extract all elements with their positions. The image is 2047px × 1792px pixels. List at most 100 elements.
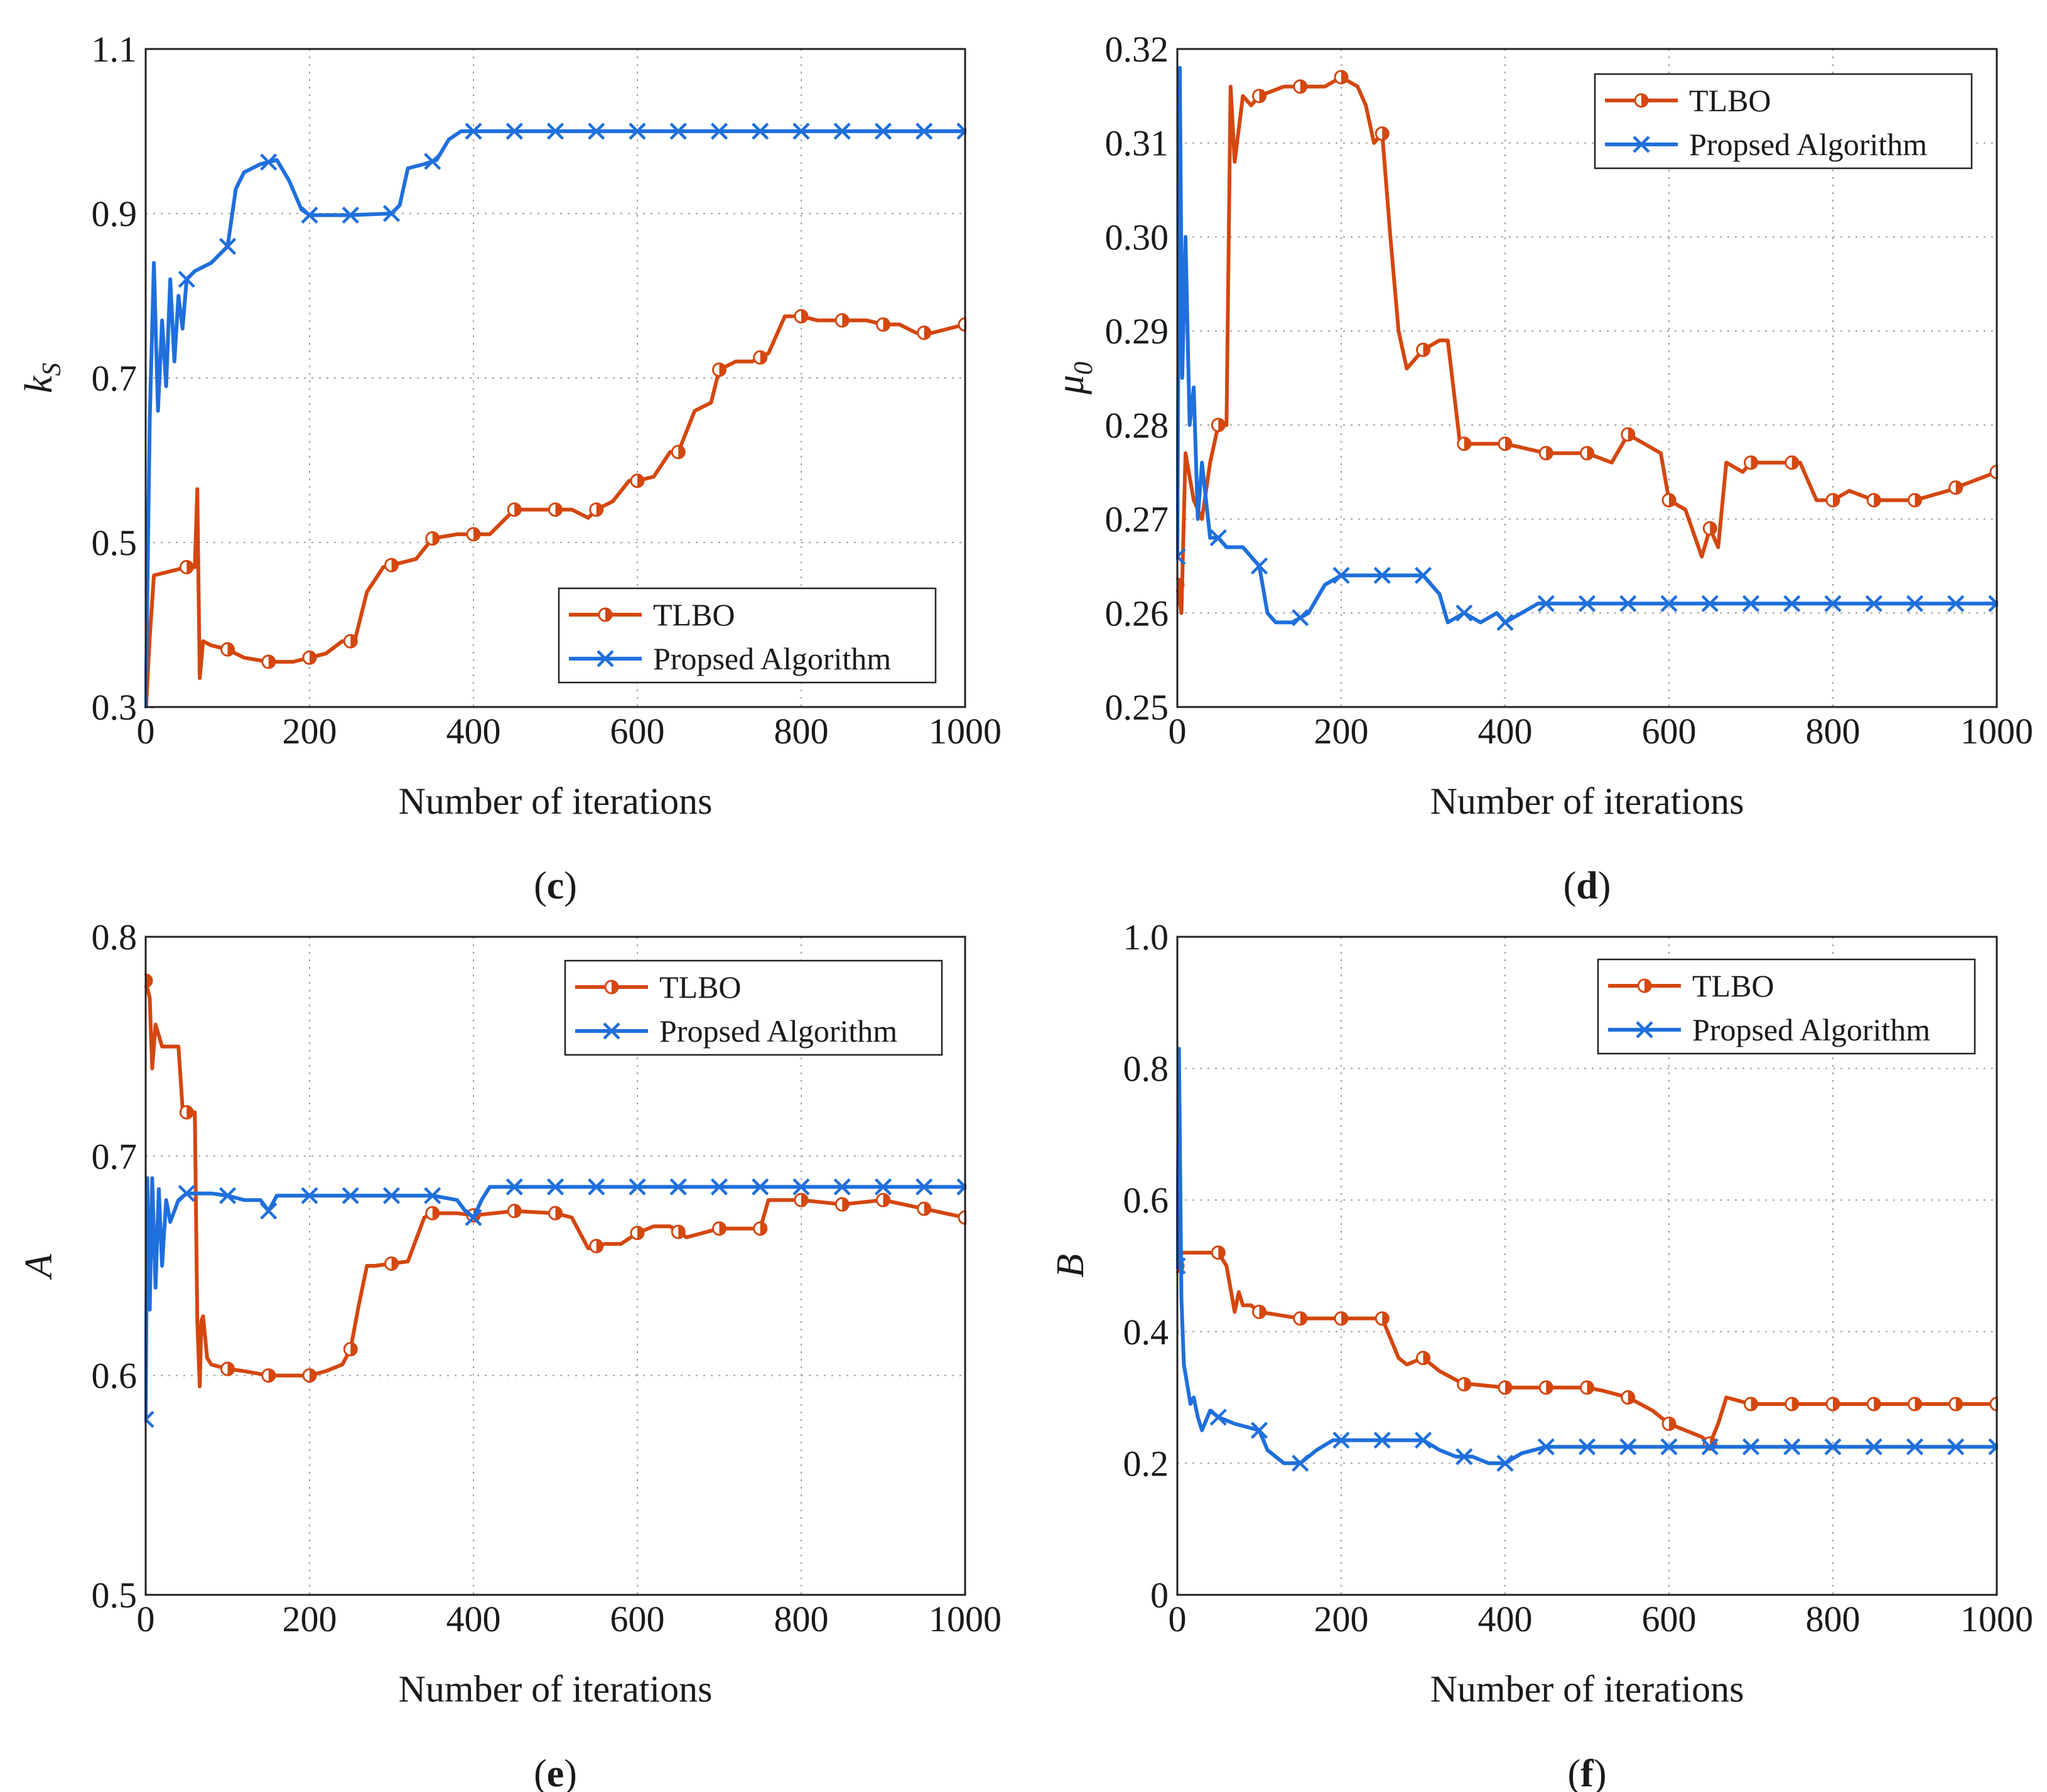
marker-proposed-e <box>792 1178 810 1196</box>
legend-label-tlbo-e: TLBO <box>659 969 742 1005</box>
x-axis-label-e: Number of iterations <box>399 1668 713 1710</box>
x-tick-label-e: 800 <box>774 1599 829 1639</box>
marker-tlbo-f <box>1457 1377 1472 1392</box>
marker-tlbo-e <box>343 1342 358 1357</box>
x-tick-label-c: 0 <box>137 711 155 752</box>
marker-proposed-f <box>1456 1448 1473 1465</box>
y-axis-label-main-f: B <box>1049 1254 1092 1278</box>
marker-tlbo-c <box>834 313 850 328</box>
marker-tlbo-f <box>1211 1245 1226 1260</box>
y-axis-label-d: μ0 <box>1049 362 1098 395</box>
legend-marker-tlbo-c <box>598 607 613 622</box>
marker-proposed-f <box>1373 1432 1391 1449</box>
x-tick-label-d: 400 <box>1478 711 1533 752</box>
marker-tlbo-d <box>1866 493 1881 508</box>
marker-tlbo-c <box>630 473 645 488</box>
panel-label-f: (f) <box>1568 1752 1607 1792</box>
marker-tlbo-e <box>548 1206 563 1221</box>
legend-box-f <box>1597 958 1976 1055</box>
marker-proposed-f <box>1537 1438 1555 1455</box>
marker-tlbo-c <box>466 527 481 542</box>
marker-tlbo-e <box>220 1361 235 1376</box>
line-tlbo-e <box>144 980 966 1389</box>
marker-proposed-c <box>915 122 933 140</box>
marker-proposed-d <box>1824 595 1842 612</box>
legend-marker-proposed-e <box>603 1022 620 1040</box>
marker-tlbo-d <box>1457 436 1472 451</box>
marker-tlbo-c <box>753 350 768 365</box>
marker-tlbo-f <box>1908 1396 1922 1411</box>
series-tlbo-c <box>144 309 966 708</box>
marker-proposed-f <box>1660 1438 1678 1455</box>
x-tick-label-f: 200 <box>1314 1599 1369 1639</box>
marker-proposed-f <box>1578 1438 1596 1455</box>
y-tick-label-f: 0.8 <box>1123 1049 1169 1089</box>
marker-tlbo-d <box>1538 446 1553 461</box>
y-tick-label-c: 0.9 <box>92 193 138 234</box>
marker-proposed-f <box>1250 1422 1268 1439</box>
marker-proposed-d <box>1414 566 1432 584</box>
y-axis-label-c: kS <box>18 363 67 394</box>
y-tick-label-d: 0.26 <box>1105 593 1169 634</box>
legend-box-c <box>558 587 937 684</box>
x-tick-label-f: 600 <box>1642 1599 1697 1639</box>
marker-tlbo-d <box>1293 79 1308 94</box>
marker-tlbo-c <box>712 362 726 377</box>
panel-d: 0 200 400 600 800 1000 0.25 0.26 0.27 0.28 0.29 0.3… <box>1049 29 2033 907</box>
legend-box-e <box>564 959 943 1056</box>
marker-tlbo-e <box>834 1197 850 1212</box>
marker-tlbo-e <box>507 1204 522 1219</box>
marker-tlbo-d <box>1580 446 1594 461</box>
x-tick-label-c: 600 <box>610 711 665 752</box>
marker-proposed-d <box>1332 566 1350 584</box>
marker-proposed-f <box>1783 1438 1801 1455</box>
panel-e: 0 200 400 600 800 1000 0.5 0.6 0.7 0.8 Number of i… <box>18 917 1002 1792</box>
x-tick-label-c: 1000 <box>929 711 1002 752</box>
marker-proposed-f <box>1332 1432 1350 1449</box>
y-tick-label-e: 0.6 <box>92 1356 138 1396</box>
marker-proposed-e <box>505 1178 523 1196</box>
marker-proposed-c <box>342 207 359 224</box>
legend-marker-tlbo-e <box>604 980 619 995</box>
legend-box-d <box>1594 73 1973 170</box>
marker-proposed-c <box>588 122 605 140</box>
legend-marker-proposed-d <box>1633 136 1650 153</box>
legend-label-proposed-c: Propsed Algorithm <box>653 641 891 676</box>
legend-label-proposed-e: Propsed Algorithm <box>659 1013 897 1049</box>
panel-c: 0 200 400 600 800 1000 0.3 0.5 0.7 0.9 1.1 Number o… <box>18 29 1002 907</box>
marker-tlbo-e <box>794 1192 809 1207</box>
marker-proposed-e <box>874 1178 892 1196</box>
marker-tlbo-c <box>220 642 235 657</box>
y-tick-label-d: 0.31 <box>1105 123 1169 164</box>
x-tick-label-c: 800 <box>774 711 829 752</box>
x-axis-label-f: Number of iterations <box>1430 1668 1744 1710</box>
marker-proposed-e <box>178 1185 195 1202</box>
x-tick-label-c: 200 <box>283 711 337 752</box>
marker-tlbo-e <box>384 1256 399 1271</box>
marker-tlbo-c <box>261 654 276 669</box>
marker-proposed-e <box>382 1187 401 1204</box>
marker-proposed-f <box>1209 1408 1227 1426</box>
marker-tlbo-f <box>1375 1311 1390 1326</box>
y-tick-label-c: 1.1 <box>92 29 138 70</box>
marker-tlbo-d <box>1661 493 1677 508</box>
y-axis-label-sub-d: 0 <box>1069 362 1098 375</box>
y-tick-label-c: 0.7 <box>92 358 138 399</box>
marker-tlbo-c <box>589 502 604 517</box>
marker-proposed-f <box>1619 1438 1637 1455</box>
marker-tlbo-e <box>425 1206 440 1221</box>
y-axis-label-f: B <box>1049 1254 1092 1278</box>
marker-tlbo-e <box>876 1192 890 1207</box>
marker-proposed-c <box>833 122 851 140</box>
marker-tlbo-d <box>1785 455 1800 470</box>
legend-marker-proposed-f <box>1636 1021 1653 1039</box>
y-axis-label-main-c: k <box>18 375 60 393</box>
marker-proposed-e <box>260 1202 278 1220</box>
legend-d: TLBO Propsed Algorithm <box>1594 73 1973 170</box>
marker-proposed-d <box>1292 609 1309 627</box>
marker-proposed-f <box>1906 1438 1924 1455</box>
panel-letter-e: e <box>547 1752 564 1792</box>
marker-proposed-d <box>1742 595 1760 612</box>
marker-proposed-e <box>424 1187 441 1204</box>
marker-proposed-e <box>710 1178 728 1196</box>
